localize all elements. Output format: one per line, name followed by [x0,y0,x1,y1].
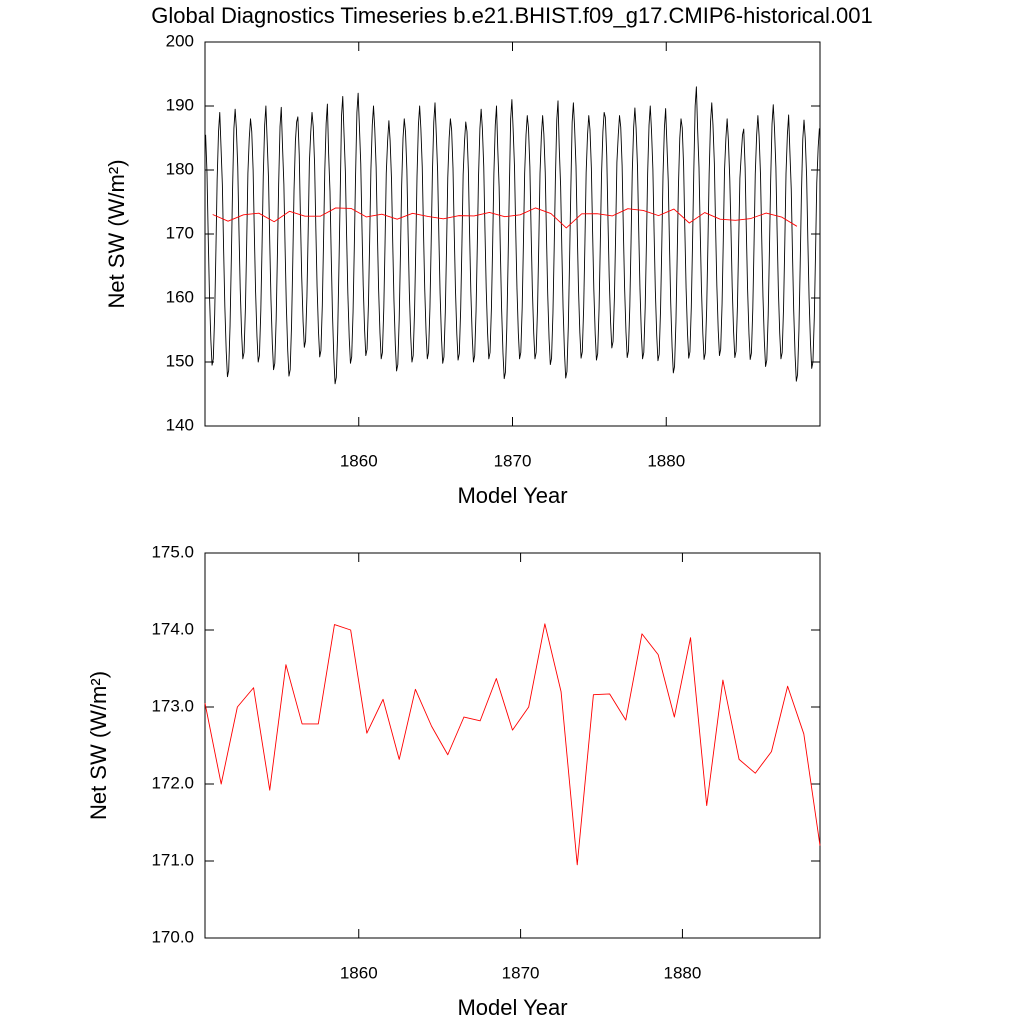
x-axis-label: Model Year [457,483,567,508]
chart-title: Global Diagnostics Timeseries b.e21.BHIS… [151,3,872,28]
y-tick-label: 180 [166,159,194,178]
y-tick-label: 190 [166,95,194,114]
x-tick-label: 1870 [502,963,540,982]
y-axis-label: Net SW (W/m²) [86,671,111,820]
y-tick-label: 170 [166,223,194,242]
x-tick-label: 1870 [494,451,532,470]
y-tick-label: 172.0 [151,773,194,792]
y-tick-label: 200 [166,31,194,50]
x-tick-label: 1860 [340,451,378,470]
y-tick-label: 160 [166,287,194,306]
x-tick-label: 1880 [647,451,685,470]
plot-frame [204,41,821,427]
y-tick-label: 170.0 [151,927,194,946]
y-tick-label: 171.0 [151,850,194,869]
y-tick-label: 150 [166,351,194,370]
data-line [204,623,821,866]
y-tick-label: 140 [166,415,194,434]
y-axis-label: Net SW (W/m²) [104,159,129,308]
x-axis-label: Model Year [457,995,567,1020]
y-tick-label: 175.0 [151,542,194,561]
data-line [205,86,820,385]
x-tick-label: 1880 [664,963,702,982]
data-line [212,207,798,229]
x-tick-label: 1860 [340,963,378,982]
y-tick-label: 174.0 [151,619,194,638]
plot-frame [204,552,821,939]
y-tick-label: 173.0 [151,696,194,715]
